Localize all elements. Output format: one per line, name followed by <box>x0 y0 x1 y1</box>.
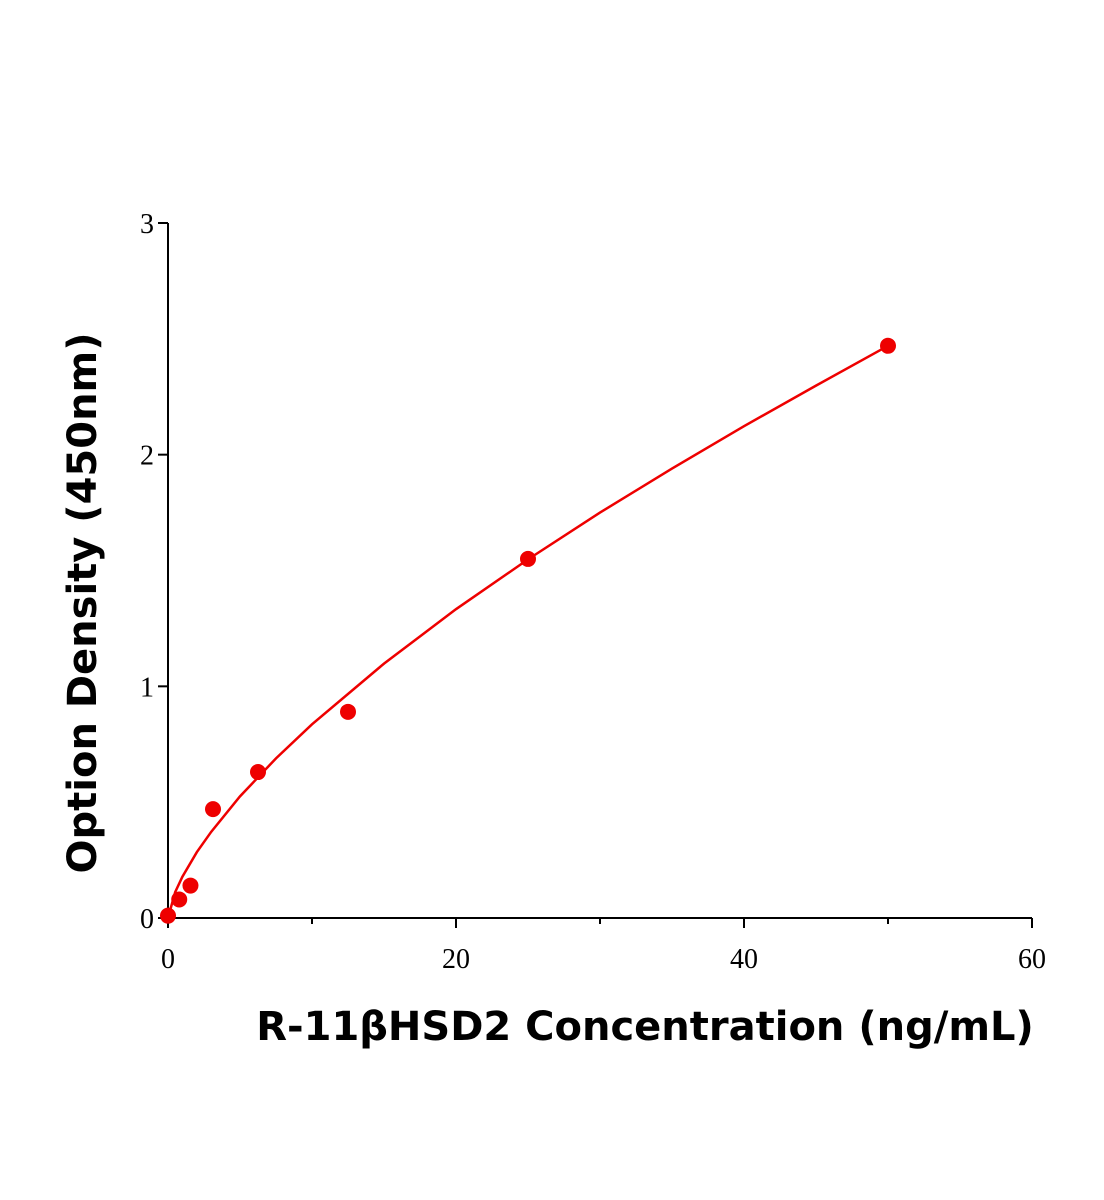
data-point <box>205 801 221 818</box>
x-tick-label: 40 <box>730 944 758 975</box>
y-tick-label: 1 <box>140 672 154 703</box>
y-tick-label: 2 <box>140 441 154 472</box>
y-tick-label: 0 <box>140 904 154 935</box>
x-axis-title: R-11βHSD2 Concentration (ng/mL) <box>256 1004 1034 1050</box>
x-tick-label: 0 <box>161 944 175 975</box>
data-point <box>520 550 536 567</box>
data-point <box>250 764 266 781</box>
x-tick-label: 60 <box>1018 944 1046 975</box>
x-tick-label: 20 <box>442 944 470 975</box>
data-point <box>880 337 896 354</box>
data-point <box>160 907 176 924</box>
data-point <box>340 703 356 720</box>
data-point <box>171 891 188 908</box>
y-axis-title: Option Density (450nm) <box>60 332 106 873</box>
data-point <box>182 877 199 894</box>
fit-curve <box>166 344 889 919</box>
y-tick-label: 3 <box>140 209 154 240</box>
